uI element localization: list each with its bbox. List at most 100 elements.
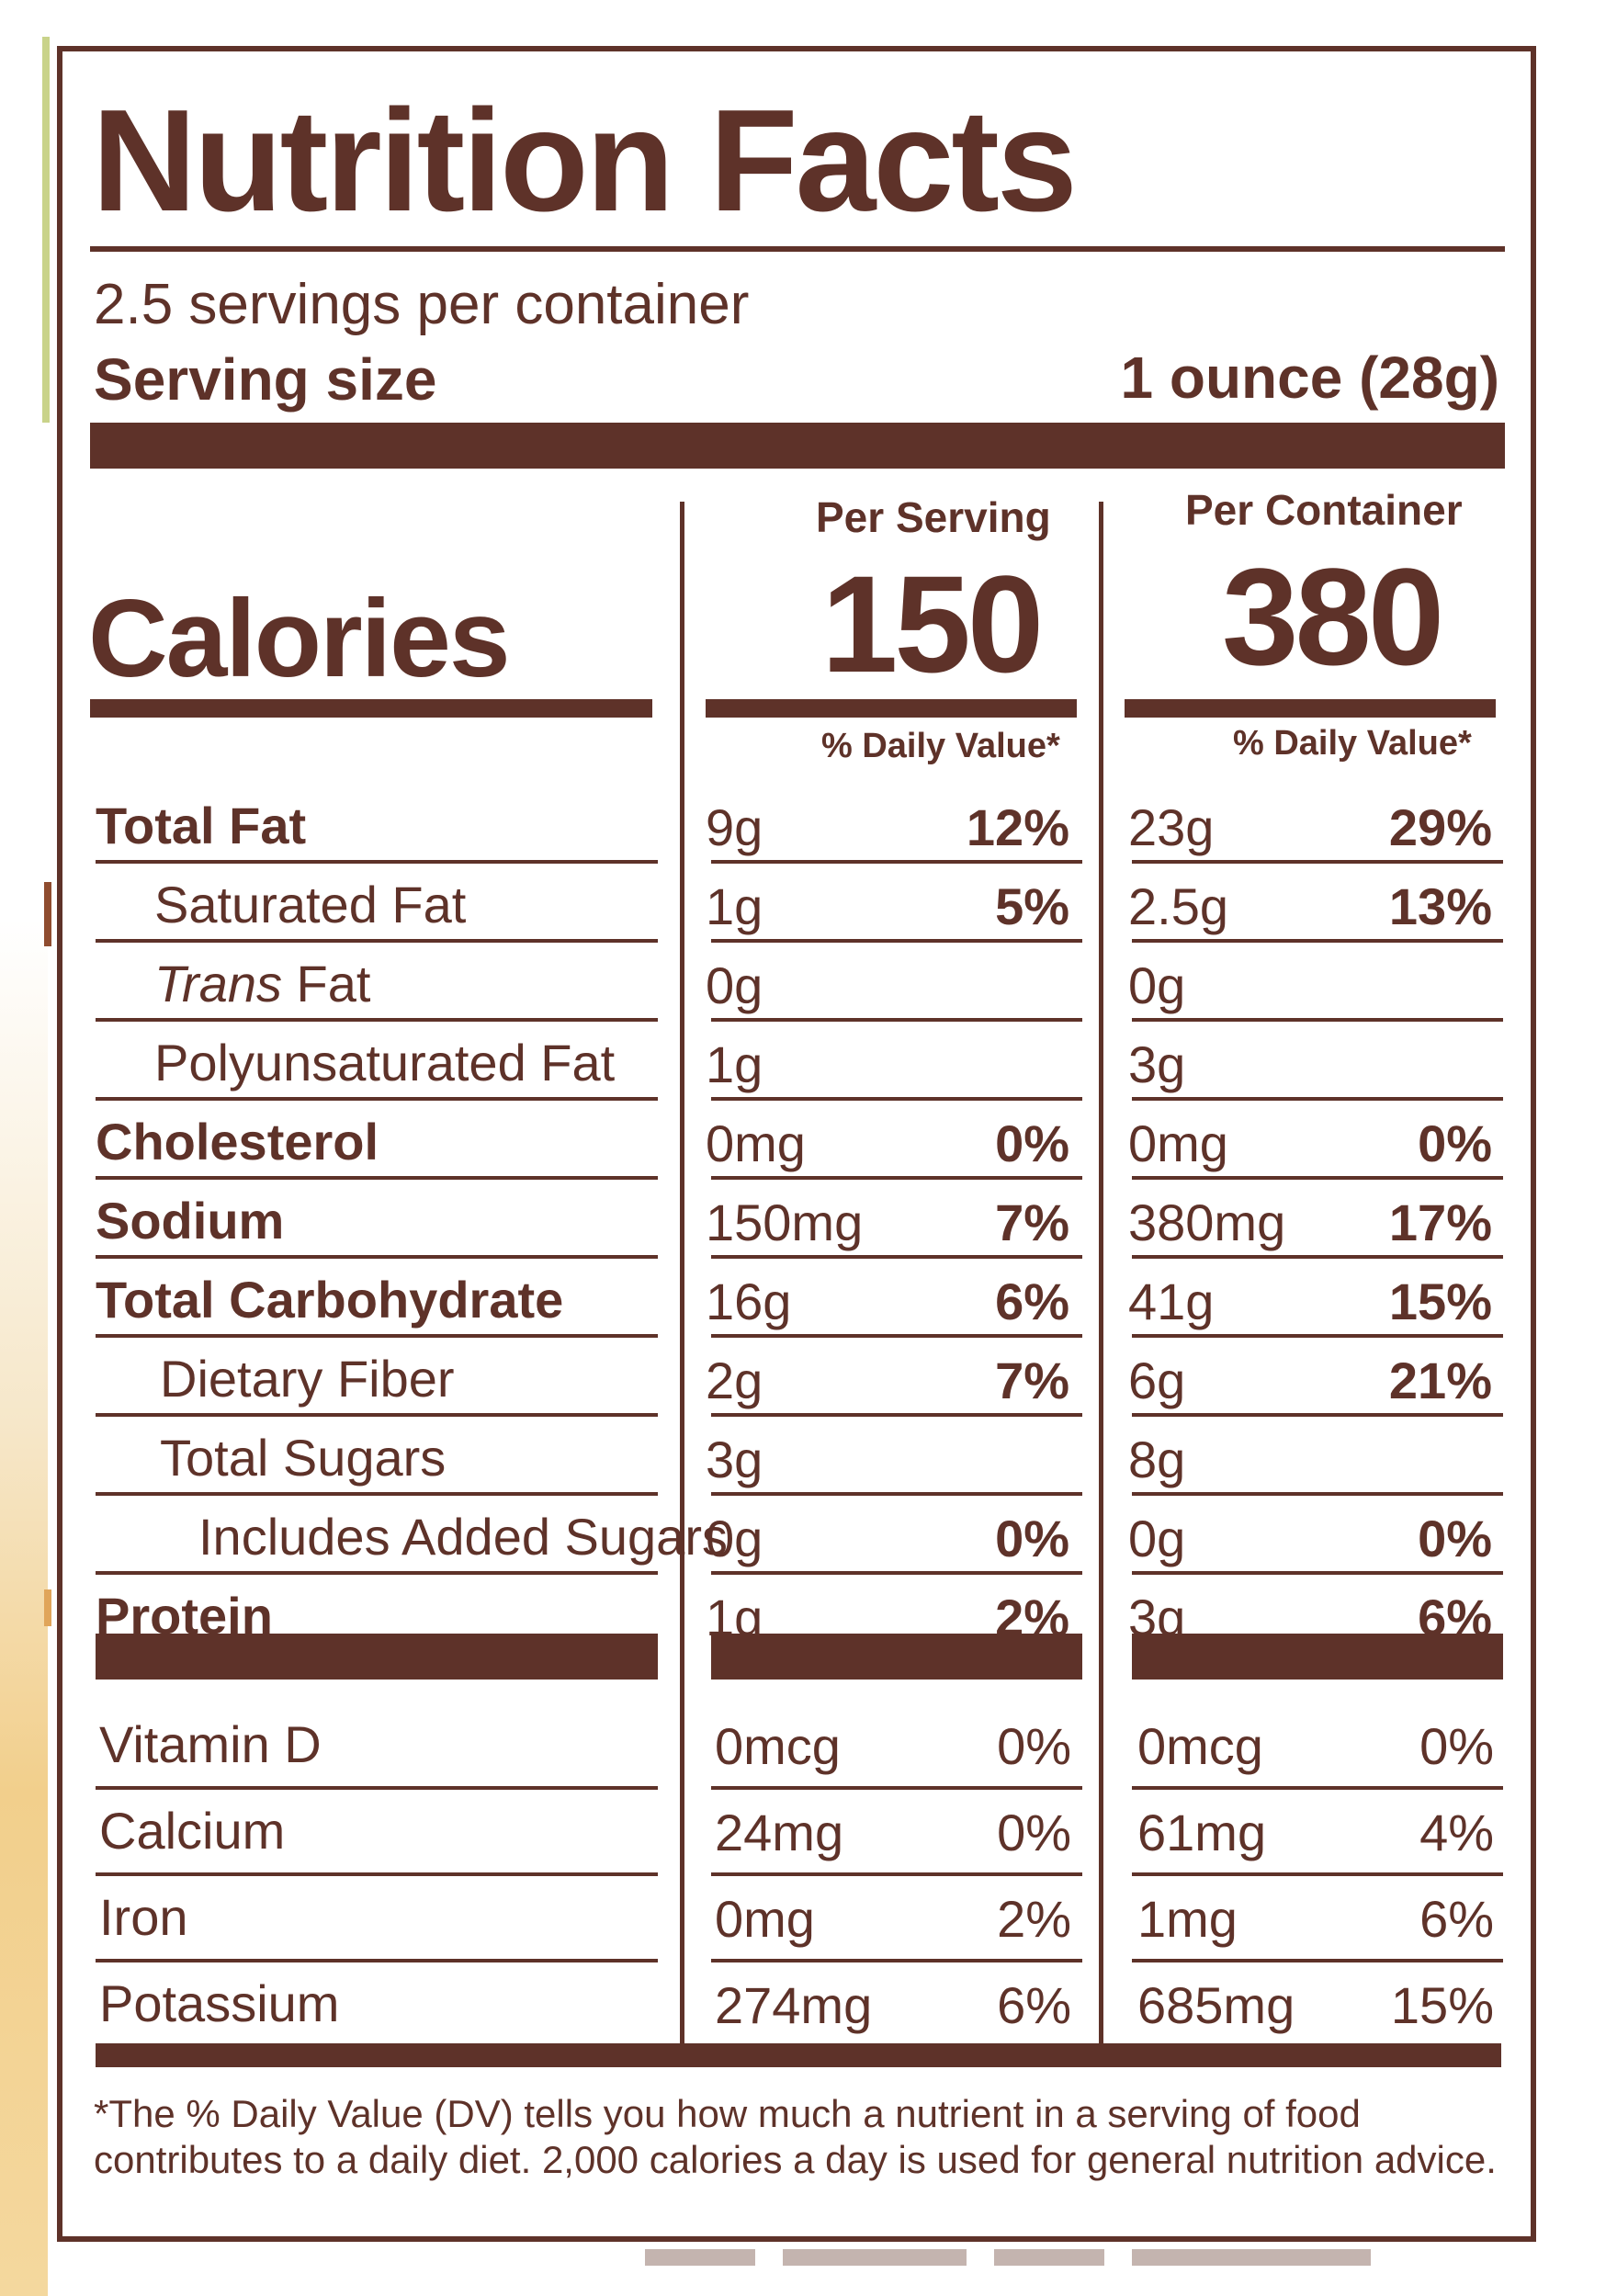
row-rule [711, 1176, 1082, 1180]
vitamin-name: Vitamin D [99, 1715, 322, 1773]
serving-amount: 0mg [706, 1114, 806, 1172]
medium-rule [706, 699, 1077, 718]
nutrient-name: Polyunsaturated Fat [154, 1034, 616, 1091]
package-edge [0, 0, 48, 2296]
container-dv: 0% [1419, 1717, 1494, 1775]
thick-rule [96, 1634, 658, 1680]
row-rule [96, 860, 658, 864]
row-rule [711, 1255, 1082, 1259]
nutrient-name-rest: Fat [282, 955, 371, 1012]
container-dv: 0% [1418, 1510, 1492, 1567]
container-amount: 1mg [1137, 1890, 1238, 1948]
panel-title: Nutrition Facts [92, 80, 1078, 242]
vitamin-name: Calcium [99, 1802, 286, 1860]
row-rule [711, 1492, 1082, 1496]
nutrient-row: Total Sugars 3g 8g [62, 1419, 1531, 1498]
medium-rule [90, 699, 652, 718]
servings-per-container: 2.5 servings per container [94, 273, 750, 336]
row-rule [1132, 1872, 1503, 1876]
container-dv: 21% [1388, 1352, 1492, 1409]
nutrient-row: Includes Added Sugars 0g 0% 0g 0% [62, 1498, 1531, 1577]
nutrient-name: Total Carbohydrate [96, 1271, 564, 1329]
serving-dv: 2% [997, 1890, 1071, 1948]
nutrient-name: Total Fat [96, 797, 307, 854]
vitamin-row: Vitamin D 0mcg 0% 0mcg 0% [62, 1705, 1531, 1790]
row-rule [1132, 860, 1503, 864]
vitamin-name: Potassium [99, 1974, 340, 2032]
row-rule [1132, 1786, 1503, 1790]
serving-amount: 0mg [715, 1890, 815, 1948]
serving-amount: 0g [706, 1510, 763, 1567]
serving-dv: 0% [995, 1114, 1069, 1172]
serving-dv: 0% [995, 1510, 1069, 1567]
vitamin-row: Iron 0mg 2% 1mg 6% [62, 1878, 1531, 1962]
nutrition-facts-panel: Nutrition Facts 2.5 servings per contain… [57, 46, 1536, 2242]
container-amount: 6g [1128, 1352, 1186, 1409]
row-rule [711, 1097, 1082, 1101]
row-rule [96, 1959, 658, 1962]
container-amount: 0mg [1128, 1114, 1228, 1172]
package-bottom-text [57, 2244, 1536, 2296]
container-dv: 15% [1390, 1976, 1494, 2034]
calories-label: Calories [88, 577, 511, 700]
per-serving-label: Per Serving [816, 493, 1051, 541]
serving-dv: 7% [995, 1352, 1069, 1409]
row-rule [711, 1413, 1082, 1417]
medium-rule [1125, 699, 1496, 718]
container-dv: 6% [1419, 1890, 1494, 1948]
row-rule [1132, 1413, 1503, 1417]
package-edge-mark [44, 1589, 51, 1626]
row-rule [711, 860, 1082, 864]
row-rule [96, 1571, 658, 1575]
serving-dv: 6% [997, 1976, 1071, 2034]
thick-rule [90, 423, 1505, 469]
row-rule [96, 1334, 658, 1338]
nutrient-name: Sodium [96, 1192, 285, 1250]
nutrient-row: Trans Fat 0g 0g [62, 944, 1531, 1024]
nutrient-row: Polyunsaturated Fat 1g 3g [62, 1024, 1531, 1103]
container-dv: 0% [1418, 1114, 1492, 1172]
row-rule [96, 1255, 658, 1259]
row-rule [1132, 1018, 1503, 1022]
serving-amount: 150mg [706, 1193, 864, 1251]
row-rule [96, 1176, 658, 1180]
container-amount: 3g [1128, 1035, 1186, 1093]
row-rule [96, 1018, 658, 1022]
serving-amount: 9g [706, 798, 763, 856]
container-amount: 0mcg [1137, 1717, 1263, 1775]
row-rule [96, 1413, 658, 1417]
nutrient-name: Dietary Fiber [160, 1350, 455, 1408]
container-amount: 41g [1128, 1272, 1215, 1330]
row-rule [711, 1018, 1082, 1022]
calories-per-serving: 150 [821, 547, 1044, 701]
nutrient-name: Total Sugars [160, 1429, 447, 1487]
nutrient-row: Sodium 150mg 7% 380mg 17% [62, 1182, 1531, 1261]
container-amount: 23g [1128, 798, 1215, 856]
row-rule [1132, 1255, 1503, 1259]
row-rule [1132, 1571, 1503, 1575]
container-amount: 0g [1128, 956, 1186, 1014]
row-rule [711, 1571, 1082, 1575]
container-amount: 685mg [1137, 1976, 1295, 2034]
thick-rule [1132, 1634, 1503, 1680]
row-rule [711, 939, 1082, 943]
vitamin-row: Potassium 274mg 6% 685mg 15% [62, 1964, 1531, 2043]
serving-dv: 0% [997, 1717, 1071, 1775]
serving-dv: 7% [995, 1193, 1069, 1251]
row-rule [96, 1872, 658, 1876]
container-dv: 17% [1388, 1193, 1492, 1251]
serving-dv: 6% [995, 1272, 1069, 1330]
calories-per-container: 380 [1222, 539, 1444, 694]
serving-amount: 1g [706, 1035, 763, 1093]
serving-amount: 16g [706, 1272, 792, 1330]
nutrient-row: Total Carbohydrate 16g 6% 41g 15% [62, 1261, 1531, 1340]
nutrient-row: Saturated Fat 1g 5% 2.5g 13% [62, 865, 1531, 944]
serving-size-label: Serving size [94, 346, 437, 413]
daily-value-footnote: *The % Daily Value (DV) tells you how mu… [94, 2092, 1497, 2181]
row-rule [711, 1334, 1082, 1338]
nutrient-row: Total Fat 9g 12% 23g 29% [62, 786, 1531, 865]
row-rule [711, 1959, 1082, 1962]
container-amount: 2.5g [1128, 877, 1228, 935]
container-dv: 29% [1388, 798, 1492, 856]
daily-value-header: % Daily Value* [821, 727, 1060, 765]
